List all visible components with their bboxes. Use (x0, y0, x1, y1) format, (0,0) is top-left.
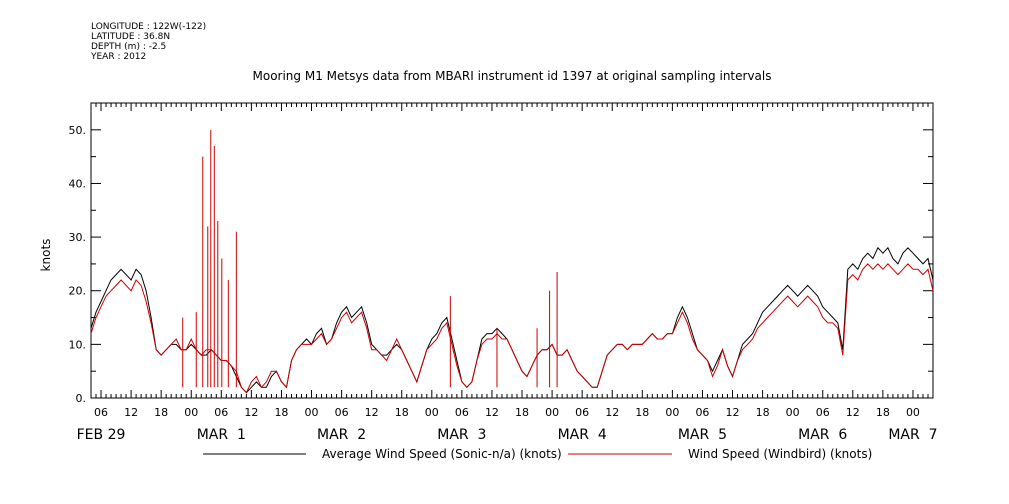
x-tick-label: 06 (455, 406, 469, 419)
x-date-label: MAR 5 (678, 427, 727, 443)
station-metadata: LONGITUDE : 122W(-122) LATITUDE : 36.8N … (91, 22, 206, 62)
legend: Average Wind Speed (Sonic-n/a) (knots) Wi… (203, 447, 872, 461)
x-tick-label: 12 (726, 406, 740, 419)
x-tick-label: 12 (365, 406, 379, 419)
x-tick-label: 00 (906, 406, 920, 419)
x-tick-label: 06 (575, 406, 589, 419)
y-tick-label: 0. (76, 392, 87, 405)
x-tick-label: 06 (335, 406, 349, 419)
y-tick-label: 30. (69, 231, 87, 244)
x-tick-label: 18 (154, 406, 168, 419)
x-tick-label: 00 (184, 406, 198, 419)
latitude-text: LATITUDE : 36.8N (91, 32, 171, 42)
x-tick-label: 18 (274, 406, 288, 419)
x-date-label: MAR 1 (197, 427, 246, 443)
x-date-label: MAR 6 (798, 427, 847, 443)
legend-label-sonic: Average Wind Speed (Sonic-n/a) (knots) (322, 447, 562, 461)
x-tick-label: 00 (786, 406, 800, 419)
x-date-label: MAR 2 (317, 427, 366, 443)
x-axis-date-labels: FEB 29 MAR 1 MAR 2 MAR 3 MAR 4 MAR 5 MAR 6 MAR … (77, 427, 938, 443)
series-line-sonic (90, 246, 934, 394)
chart-title: Mooring M1 Metsys data from MBARI instru… (253, 69, 772, 83)
x-tick-label: 18 (756, 406, 770, 419)
x-date-label: MAR 4 (558, 427, 607, 443)
x-tick-label: 00 (425, 406, 439, 419)
x-tick-label: 06 (695, 406, 709, 419)
x-tick-label: 06 (816, 406, 830, 419)
x-tick-label: 12 (605, 406, 619, 419)
x-tick-label: 00 (665, 406, 679, 419)
x-tick-label: 12 (244, 406, 258, 419)
y-axis-ticks: 0. 10. 20. 30. 40. 50. (69, 102, 933, 405)
y-tick-label: 50. (69, 124, 87, 137)
longitude-text: LONGITUDE : 122W(-122) (91, 22, 207, 32)
x-date-label: MAR 3 (437, 427, 486, 443)
x-tick-label: 18 (515, 406, 529, 419)
x-tick-label: 06 (214, 406, 228, 419)
year-text: YEAR : 2012 (91, 52, 147, 62)
y-tick-label: 20. (69, 285, 87, 298)
plot-border (90, 102, 934, 399)
x-axis-tick-labels: 06 12 18 00 06 12 18 00 06 12 18 00 06 12 18 00 06 12 18 00… (94, 406, 920, 419)
depth-text: DEPTH (m) : -2.5 (91, 42, 167, 52)
x-date-label: FEB 29 (77, 427, 126, 443)
x-tick-label: 00 (305, 406, 319, 419)
legend-label-windbird: Wind Speed (Windbird) (knots) (688, 447, 872, 461)
x-tick-label: 12 (485, 406, 499, 419)
y-tick-label: 10. (69, 338, 87, 351)
x-tick-label: 12 (846, 406, 860, 419)
x-date-label: MAR 7 (888, 427, 937, 443)
x-tick-label: 06 (94, 406, 108, 419)
x-tick-label: 18 (395, 406, 409, 419)
x-tick-label: 18 (635, 406, 649, 419)
x-tick-label: 00 (545, 406, 559, 419)
series-line-windbird (90, 263, 934, 394)
x-tick-label: 12 (124, 406, 138, 419)
x-axis-ticks (90, 103, 934, 398)
series-layer (90, 129, 934, 394)
y-tick-label: 40. (69, 177, 87, 190)
x-tick-label: 18 (876, 406, 890, 419)
plot-frame (90, 102, 934, 399)
y-axis-label: knots (39, 239, 53, 272)
